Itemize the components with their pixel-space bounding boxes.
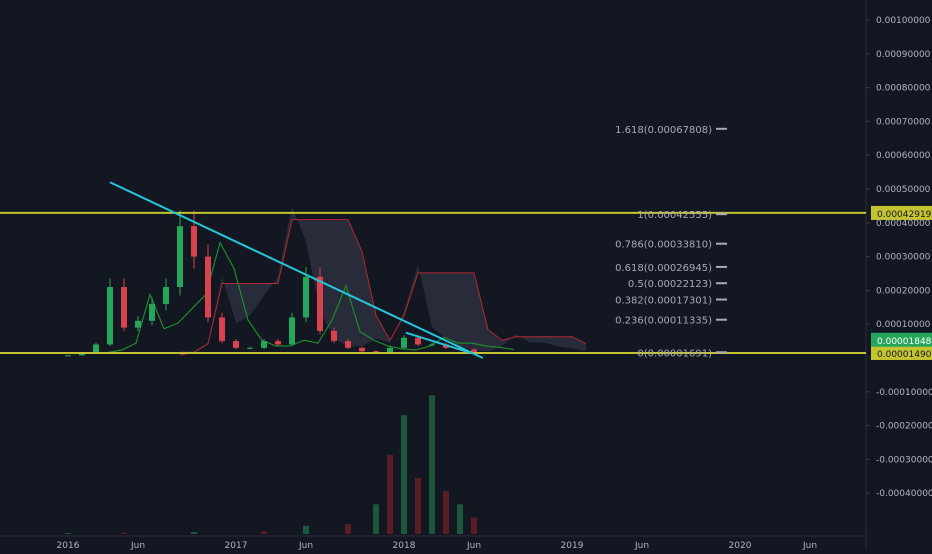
cloud-fill bbox=[180, 206, 586, 356]
fib-label: 1.618(0.00067808) bbox=[615, 125, 712, 136]
candle-body bbox=[317, 276, 323, 331]
fib-label: 0.382(0.00017301) bbox=[615, 296, 712, 307]
price-tick-label: 0.00080000 bbox=[876, 84, 931, 94]
candle-body bbox=[233, 341, 239, 348]
candle-body bbox=[107, 287, 113, 345]
time-tick-label: Jun bbox=[298, 541, 313, 550]
candlesticks bbox=[65, 210, 477, 357]
time-tick-label: 2019 bbox=[561, 541, 584, 550]
price-tick-label: -0.00010000 bbox=[876, 388, 932, 398]
time-tick-label: Jun bbox=[634, 541, 649, 550]
fib-label: 0(0.00001691) bbox=[637, 348, 712, 359]
volume-bar bbox=[373, 504, 379, 534]
time-tick-label: 2020 bbox=[729, 541, 752, 550]
price-tick-label: 0.00060000 bbox=[876, 151, 931, 161]
fib-label: 1(0.00042555) bbox=[637, 210, 712, 221]
time-tick-label: Jun bbox=[130, 541, 145, 550]
fib-label: 0.236(0.00011335) bbox=[615, 316, 712, 327]
candle-body bbox=[331, 330, 337, 342]
time-tick-label: 2016 bbox=[57, 541, 80, 550]
time-tick-label: 2018 bbox=[393, 541, 416, 550]
price-tick-label: 0.00030000 bbox=[876, 253, 931, 263]
volume-bar bbox=[261, 531, 267, 534]
cloud-upper-line bbox=[179, 219, 587, 356]
volume-bar bbox=[191, 532, 197, 534]
candle-body bbox=[261, 341, 267, 348]
candle-body bbox=[135, 320, 141, 328]
candle-body bbox=[219, 317, 225, 342]
trendlines bbox=[109, 181, 484, 359]
candle-body bbox=[121, 287, 127, 328]
candle-body bbox=[303, 276, 309, 318]
level-tag-label: 0.00042919 bbox=[877, 210, 932, 220]
time-tick-label: 2017 bbox=[225, 541, 248, 550]
candle-body bbox=[345, 341, 351, 348]
price-tick-label: -0.00030000 bbox=[876, 455, 932, 465]
price-tick-label: 0.00040000 bbox=[876, 219, 931, 229]
price-tick-label: 0.00070000 bbox=[876, 117, 931, 127]
candle-body bbox=[401, 337, 407, 348]
volume-bars bbox=[65, 395, 477, 534]
volume-bar bbox=[303, 525, 309, 534]
volume-bar bbox=[401, 415, 407, 534]
volume-bar bbox=[457, 504, 463, 534]
last-price-tag bbox=[871, 332, 932, 347]
level-tag bbox=[871, 205, 932, 220]
trendline bbox=[405, 331, 472, 354]
candle-body bbox=[275, 341, 281, 345]
candle-body bbox=[359, 347, 365, 352]
candle-body bbox=[387, 347, 393, 353]
candle-body bbox=[93, 344, 99, 353]
price-tick-label: 0.00090000 bbox=[876, 50, 931, 60]
price-tick-label: -0.00040000 bbox=[876, 489, 932, 499]
volume-bar bbox=[121, 532, 127, 534]
candle-body bbox=[205, 256, 211, 318]
price-tick-label: 0.00010000 bbox=[876, 320, 931, 330]
volume-bar bbox=[387, 454, 393, 534]
price-tick-label: 0.00020000 bbox=[876, 286, 931, 296]
horizontal-levels: 0.00042919 0.00001490 0.00001848 bbox=[0, 205, 932, 360]
candle-body bbox=[65, 355, 71, 357]
last-price-label: 0.00001848 bbox=[877, 337, 932, 347]
volume-bar bbox=[443, 491, 449, 534]
candle-body bbox=[373, 351, 379, 353]
level-tag bbox=[871, 345, 932, 360]
time-axis[interactable]: 2016 Jun 2017 Jun 2018 Jun 2019 Jun 2020 Jun bbox=[57, 541, 817, 551]
fib-label: 0.618(0.00026945) bbox=[615, 263, 712, 274]
fib-label: 0.786(0.00033810) bbox=[615, 240, 712, 251]
candle-body bbox=[247, 347, 253, 349]
candle-body bbox=[429, 344, 435, 346]
price-tick-label: 0.00050000 bbox=[876, 185, 931, 195]
ichimoku-cloud bbox=[107, 206, 587, 356]
volume-bar bbox=[471, 517, 477, 534]
price-tick-label: -0.00020000 bbox=[876, 422, 932, 432]
cloud-lead-line bbox=[107, 240, 515, 353]
candle-body bbox=[415, 337, 421, 345]
price-axis[interactable]: 0.00100000 0.00090000 0.00080000 0.00070000… bbox=[866, 16, 932, 499]
volume-bar bbox=[65, 533, 71, 534]
time-tick-label: Jun bbox=[802, 541, 817, 550]
level-tag-label: 0.00001490 bbox=[877, 350, 932, 360]
volume-bar bbox=[429, 395, 435, 534]
trendline bbox=[109, 181, 484, 359]
candle-body bbox=[471, 349, 477, 352]
candle-body bbox=[289, 317, 295, 345]
fibonacci-levels: 1.618(0.00067808) 1(0.00042555) 0.786(0.00… bbox=[615, 125, 727, 359]
candle-body bbox=[149, 303, 155, 321]
volume-bar bbox=[345, 524, 351, 534]
candle-body bbox=[163, 287, 169, 304]
volume-bar bbox=[415, 477, 421, 534]
time-tick-label: Jun bbox=[466, 541, 481, 550]
candle-body bbox=[191, 226, 197, 257]
candle-body bbox=[177, 226, 183, 288]
price-tick-label: 0.00100000 bbox=[876, 16, 931, 26]
fib-label: 0.5(0.00022123) bbox=[628, 279, 712, 290]
